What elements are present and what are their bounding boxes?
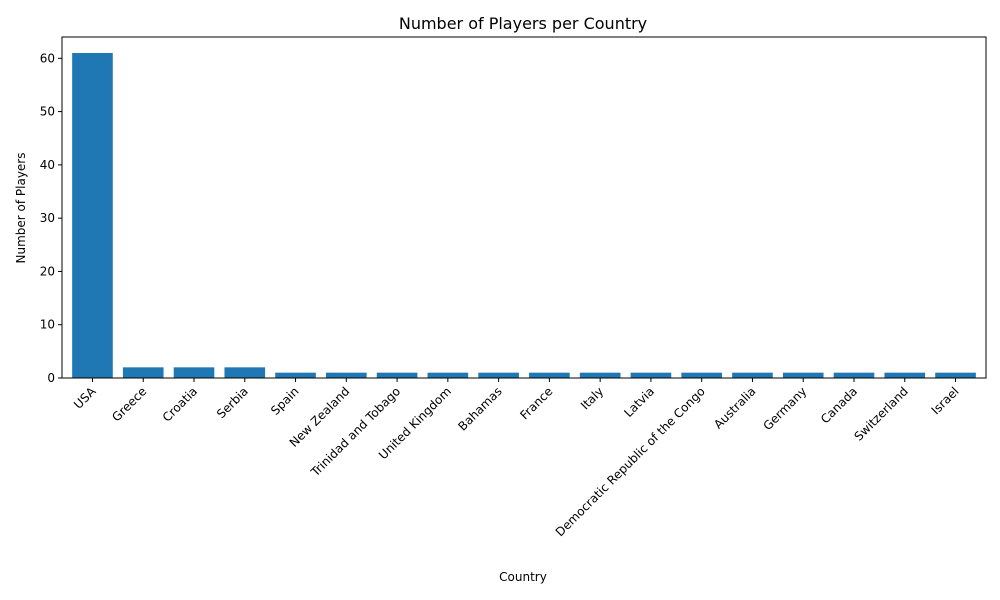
x-tick-label: Latvia [621, 384, 657, 420]
bar-israel [935, 372, 976, 378]
y-tick-label: 0 [47, 371, 55, 385]
x-tick-label: Italy [578, 384, 606, 412]
y-tick-label: 30 [40, 211, 55, 225]
y-tick-label: 60 [40, 51, 55, 65]
bar-france [529, 372, 570, 378]
x-tick-label: Canada [818, 384, 860, 426]
y-tick-label: 10 [40, 318, 55, 332]
bar-latvia [630, 372, 672, 378]
bar-spain [275, 372, 316, 378]
x-tick-label: Greece [109, 384, 149, 424]
bar-greece [122, 367, 164, 378]
x-tick-label: Australia [711, 384, 758, 431]
bar-australia [732, 372, 773, 378]
bars-group [72, 52, 976, 378]
bar-democratic-republic-of-the-congo [681, 372, 722, 378]
bar-new-zealand [326, 372, 367, 378]
x-tick-label: Israel [929, 384, 962, 417]
bar-serbia [224, 367, 266, 378]
y-tick-label: 50 [40, 105, 55, 119]
y-axis-label: Number of Players [14, 153, 28, 264]
x-tick-label: Germany [760, 384, 809, 433]
bar-usa [72, 52, 113, 378]
x-tick-label: USA [71, 384, 99, 412]
x-tick-label: Croatia [160, 384, 200, 424]
chart-title: Number of Players per Country [399, 14, 647, 33]
x-tick-label: France [517, 384, 555, 422]
x-tick-label: Spain [268, 384, 302, 418]
x-tick-label: Bahamas [455, 384, 504, 433]
x-tick-label: Switzerland [851, 384, 910, 443]
bar-croatia [173, 367, 215, 378]
y-tick-label: 20 [40, 264, 55, 278]
bar-germany [782, 372, 824, 378]
bar-canada [833, 372, 875, 378]
x-axis-label: Country [499, 570, 547, 584]
bar-switzerland [884, 372, 926, 378]
y-tick-label: 40 [40, 158, 55, 172]
x-tick-label: Trinidad and Tobago [308, 384, 404, 480]
plot-frame [61, 36, 987, 379]
bar-italy [579, 372, 621, 378]
bar-bahamas [478, 372, 519, 378]
bar-united-kingdom [427, 372, 469, 378]
bar-trinidad-and-tobago [376, 372, 418, 378]
x-tick-label: Serbia [214, 384, 251, 421]
y-axis: 0 10 20 30 40 50 60 [40, 51, 62, 385]
